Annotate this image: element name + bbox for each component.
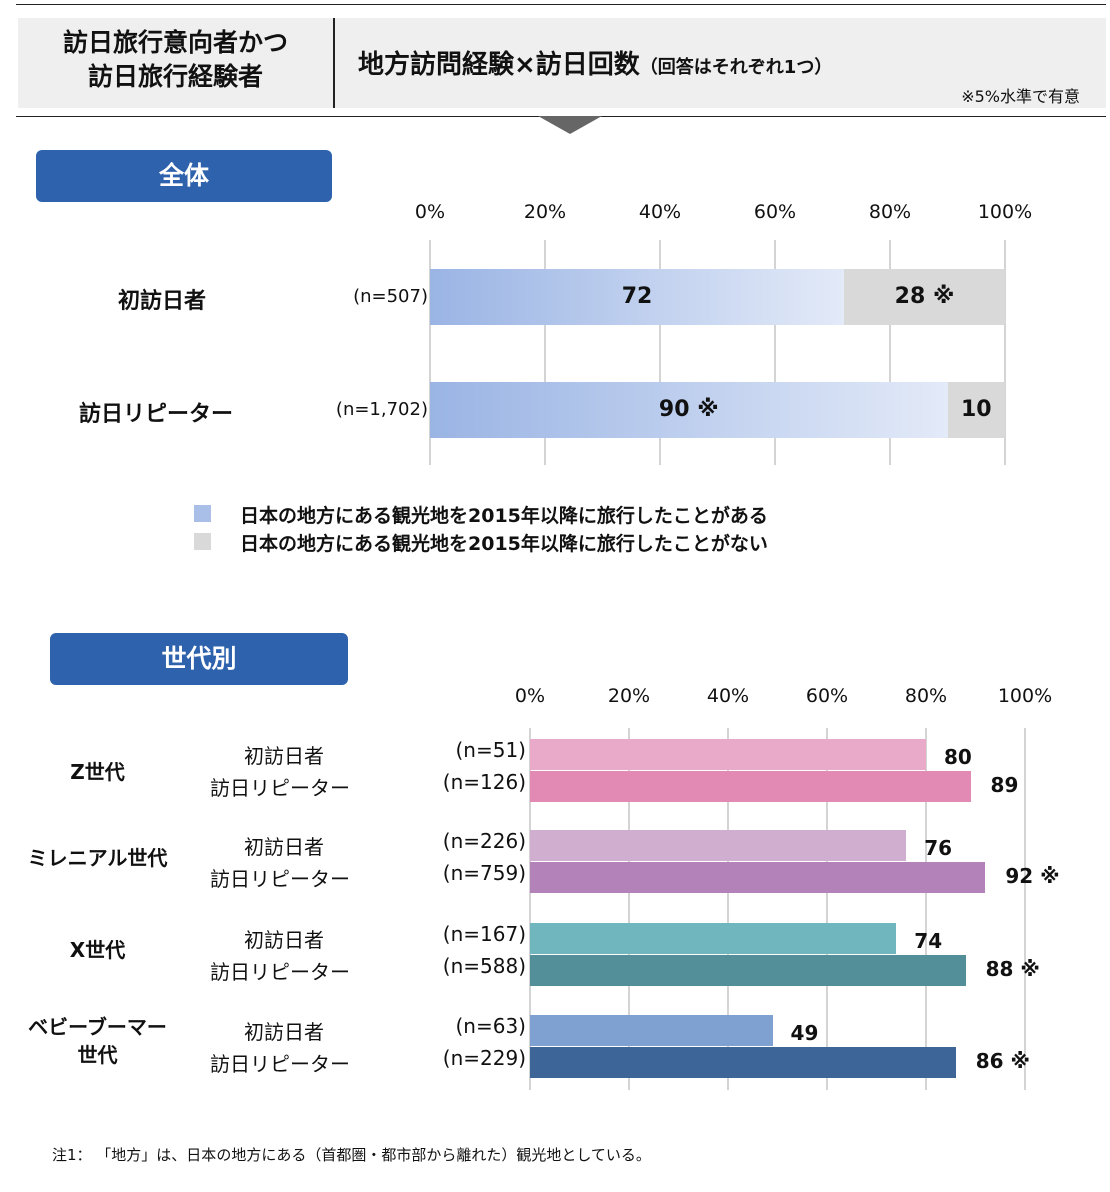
bar-visited	[430, 269, 844, 325]
gridline	[727, 728, 729, 1090]
gridline	[1004, 240, 1006, 465]
generation-bar	[530, 771, 971, 802]
gridline	[774, 240, 776, 465]
bar-value-label: 88 ※	[985, 957, 1040, 981]
generation-bar	[530, 955, 966, 986]
header-top-rule	[16, 4, 1106, 5]
bar-value-label: 74	[914, 929, 943, 953]
x-tick-label: 0%	[414, 201, 446, 223]
row-label: 初訪日者	[118, 289, 207, 314]
legend-swatch-not-visited	[194, 533, 211, 550]
bar-value-label: 72	[621, 284, 653, 309]
down-arrow-icon	[538, 116, 602, 134]
header-title-main: 地方訪問経験×訪日回数	[358, 50, 640, 80]
x-tick-label: 60%	[805, 685, 849, 707]
visitor-type-label: 初訪日者	[244, 928, 324, 952]
sample-size-label: (n=226)	[442, 829, 526, 853]
gridline	[544, 240, 546, 465]
legend-swatch-visited	[194, 505, 211, 522]
sample-size-label: (n=759)	[442, 861, 526, 885]
sample-size-label: (n=588)	[442, 954, 526, 978]
sample-size-label: (n=167)	[442, 922, 526, 946]
header-title-sub: （回答はそれぞれ1つ）	[639, 57, 833, 78]
x-tick-label: 60%	[753, 201, 797, 223]
x-tick-label: 100%	[997, 685, 1053, 707]
gridline	[628, 728, 630, 1090]
bar-value-label: 90 ※	[658, 397, 719, 422]
gridline	[659, 240, 661, 465]
section-badge-generation: 世代別	[50, 633, 348, 685]
generation-bar	[530, 923, 897, 954]
x-tick-label: 0%	[514, 685, 546, 707]
visitor-type-label: 訪日リピーター	[210, 867, 350, 891]
visitor-type-label: 初訪日者	[244, 1020, 324, 1044]
generation-bar	[530, 830, 907, 861]
x-tick-label: 80%	[904, 685, 948, 707]
generation-bar	[530, 1015, 773, 1046]
visitor-type-label: 初訪日者	[244, 835, 324, 859]
generation-bar	[530, 862, 986, 893]
gridline	[1024, 728, 1026, 1090]
header-divider	[333, 18, 335, 108]
x-tick-label: 100%	[977, 201, 1033, 223]
header-left-label: 訪日旅行意向者かつ 訪日旅行経験者	[18, 26, 333, 94]
bar-value-label: 86 ※	[975, 1049, 1030, 1073]
legend-label-not-visited: 日本の地方にある観光地を2015年以降に旅行したことがない	[240, 533, 768, 555]
gridline	[925, 728, 927, 1090]
generation-label: X世代	[69, 938, 126, 962]
sample-size-label: (n=1,702)	[335, 399, 428, 420]
gridline	[429, 240, 431, 465]
x-tick-label: 80%	[868, 201, 912, 223]
generation-label: ミレニアル世代	[27, 846, 168, 870]
bar-value-label: 76	[924, 836, 953, 860]
sample-size-label: (n=51)	[455, 738, 527, 762]
bar-not-visited	[844, 269, 1005, 325]
visitor-type-label: 訪日リピーター	[210, 776, 350, 800]
bar-value-label: 49	[790, 1021, 819, 1045]
section-badge-overall: 全体	[36, 150, 332, 202]
x-tick-label: 40%	[638, 201, 682, 223]
generation-bar	[530, 739, 926, 770]
sample-size-label: (n=126)	[442, 770, 526, 794]
gridline	[529, 728, 531, 1090]
gridline	[889, 240, 891, 465]
generation-bar	[530, 1047, 956, 1078]
footnote: 注1： 「地方」は、日本の地方にある（首都圏・都市部から離れた）観光地としている…	[52, 1146, 651, 1164]
header-left-line2: 訪日旅行経験者	[87, 62, 263, 91]
bar-visited	[430, 382, 948, 438]
bar-not-visited	[947, 382, 1005, 438]
generation-label: ベビーブーマー	[28, 1015, 167, 1039]
bar-value-label: 80	[944, 745, 972, 769]
sample-size-label: (n=229)	[442, 1046, 526, 1070]
legend-label-visited: 日本の地方にある観光地を2015年以降に旅行したことがある	[240, 505, 768, 527]
generation-label: Z世代	[70, 760, 125, 784]
significance-note: ※5%水準で有意	[961, 87, 1080, 106]
visitor-type-label: 初訪日者	[244, 744, 324, 768]
x-tick-label: 20%	[523, 201, 567, 223]
sample-size-label: (n=63)	[455, 1014, 527, 1038]
visitor-type-label: 訪日リピーター	[210, 960, 350, 984]
bar-value-label: 10	[960, 397, 992, 422]
x-tick-label: 40%	[706, 685, 750, 707]
header-left-line1: 訪日旅行意向者かつ	[62, 28, 288, 57]
header-box	[18, 18, 1106, 108]
gridline	[826, 728, 828, 1090]
bar-value-label: 92 ※	[1005, 864, 1060, 888]
bar-value-label: 89	[990, 773, 1019, 797]
header-title: 地方訪問経験×訪日回数（回答はそれぞれ1つ）	[358, 44, 832, 81]
row-label: 訪日リピーター	[79, 402, 234, 427]
x-tick-label: 20%	[607, 685, 651, 707]
generation-label: 世代	[77, 1043, 118, 1067]
sample-size-label: (n=507)	[353, 286, 428, 307]
visitor-type-label: 訪日リピーター	[210, 1052, 350, 1076]
bar-value-label: 28 ※	[894, 284, 955, 309]
